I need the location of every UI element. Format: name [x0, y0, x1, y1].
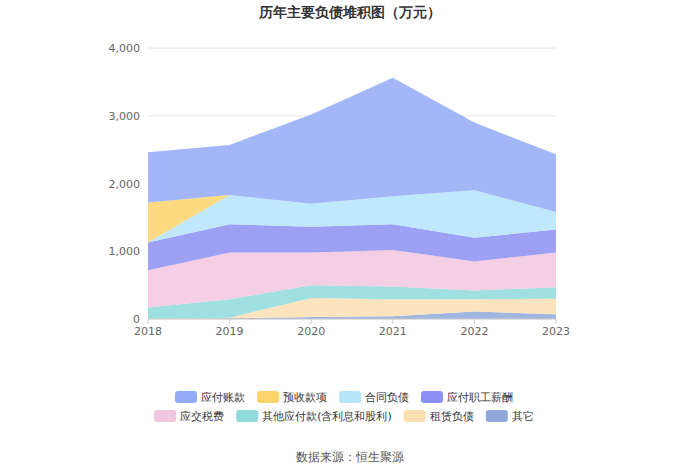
legend: 应付账款 预收款项 合同负债 应付职工薪酬应交税费 其他应付款(含利息和股利) 租赁负债 其…	[154, 391, 534, 423]
legend-swatch	[421, 391, 443, 403]
x-tick-label: 2022	[460, 325, 488, 338]
legend-label: 应付职工薪酬	[447, 391, 513, 404]
legend-item: 预收款项	[257, 391, 327, 404]
legend-item: 其它	[486, 410, 534, 423]
x-tick-label: 2021	[379, 325, 407, 338]
x-tick	[392, 319, 393, 324]
legend-item: 应付职工薪酬	[421, 391, 513, 404]
y-tick-label: 4,000	[109, 42, 141, 55]
legend-label: 合同负债	[365, 391, 409, 404]
chart: 历年主要负债堆积图（万元）01,0002,0003,0004,000201820…	[0, 0, 700, 473]
y-tick-label: 2,000	[109, 178, 141, 191]
x-tick	[229, 319, 230, 324]
title: 历年主要负债堆积图（万元）	[258, 4, 441, 20]
x-tick-label: 2020	[297, 325, 325, 338]
x-tick-label: 2018	[134, 325, 162, 338]
legend-swatch	[257, 391, 279, 403]
grid-line	[148, 48, 556, 49]
legend-item: 应交税费	[154, 410, 224, 423]
y-tick-label: 1,000	[109, 245, 141, 258]
x-tick	[311, 319, 312, 324]
legend-item: 应付账款	[175, 391, 245, 404]
area	[148, 78, 556, 212]
legend-swatch	[404, 410, 426, 422]
x-tick	[556, 319, 557, 324]
legend-swatch	[236, 410, 258, 422]
x-tick-label: 2023	[542, 325, 570, 338]
legend-item: 租赁负债	[404, 410, 474, 423]
source: 数据来源：恒生聚源	[296, 450, 404, 464]
legend-label: 应交税费	[180, 410, 224, 423]
legend-item: 其他应付款(含利息和股利)	[236, 410, 392, 423]
legend-label: 其他应付款(含利息和股利)	[262, 410, 392, 423]
legend-label: 应付账款	[201, 391, 245, 404]
areas	[148, 78, 556, 319]
legend-swatch	[486, 410, 508, 422]
legend-swatch	[175, 391, 197, 403]
legend-label: 租赁负债	[430, 410, 474, 423]
legend-label: 预收款项	[283, 391, 327, 404]
x-tick	[148, 319, 149, 324]
x-tick	[474, 319, 475, 324]
legend-swatch	[154, 410, 176, 422]
y-tick-label: 3,000	[109, 110, 141, 123]
legend-swatch	[339, 391, 361, 403]
grid-line	[148, 319, 556, 320]
legend-item: 合同负债	[339, 391, 409, 404]
x-tick-label: 2019	[216, 325, 244, 338]
x-axis-line	[148, 319, 556, 320]
legend-label: 其它	[512, 410, 534, 423]
